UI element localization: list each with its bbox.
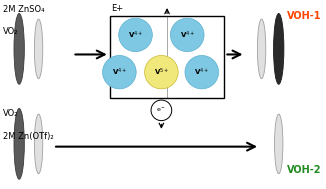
Text: VO₂: VO₂ (3, 27, 19, 36)
Text: 2M Zn(OTf)₂: 2M Zn(OTf)₂ (3, 132, 54, 141)
FancyBboxPatch shape (110, 16, 224, 98)
Text: V$^{4+}$: V$^{4+}$ (112, 67, 127, 78)
Text: V$^{4+}$: V$^{4+}$ (180, 29, 195, 41)
Ellipse shape (14, 13, 24, 84)
Ellipse shape (103, 55, 136, 89)
Text: e$^-$: e$^-$ (156, 106, 166, 114)
Ellipse shape (151, 100, 172, 121)
Text: V$^{4+}$: V$^{4+}$ (194, 67, 209, 78)
Ellipse shape (34, 114, 43, 174)
Text: VOH-1: VOH-1 (287, 11, 321, 21)
Ellipse shape (274, 114, 283, 174)
Text: VOH-2: VOH-2 (287, 165, 321, 175)
Ellipse shape (274, 13, 284, 84)
Ellipse shape (185, 55, 219, 89)
Ellipse shape (144, 55, 178, 89)
Text: V$^{5+}$: V$^{5+}$ (154, 67, 169, 78)
Ellipse shape (170, 18, 204, 52)
Text: E+: E+ (111, 5, 123, 13)
Text: V$^{4+}$: V$^{4+}$ (128, 29, 143, 41)
Text: 2M ZnSO₄: 2M ZnSO₄ (3, 5, 45, 14)
Text: VO₂: VO₂ (3, 109, 19, 118)
Ellipse shape (14, 108, 24, 179)
Ellipse shape (119, 18, 152, 52)
Ellipse shape (34, 19, 43, 79)
Ellipse shape (258, 19, 266, 79)
